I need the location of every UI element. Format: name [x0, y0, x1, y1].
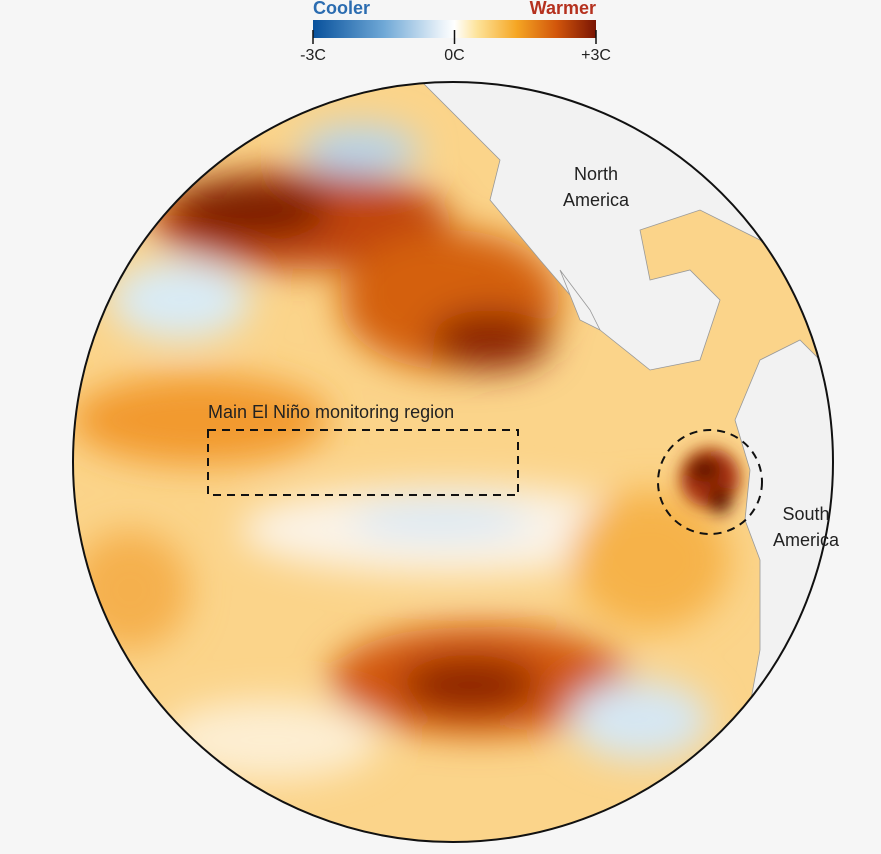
north-america-label: America	[563, 190, 630, 210]
land-baja	[559, 269, 601, 331]
south-america-label: South	[782, 504, 829, 524]
color-scale	[313, 20, 596, 38]
legend-high-label: Warmer	[530, 0, 596, 18]
legend-tick-label: 0C	[444, 47, 464, 64]
legend-tick-label: -3C	[300, 47, 326, 64]
globe	[73, 82, 833, 842]
coastal-warming-circle	[657, 429, 763, 535]
legend-tick-label: +3C	[581, 47, 611, 64]
globe-outline	[72, 81, 834, 843]
north-america-label: North	[574, 164, 618, 184]
monitoring-region-label: Main El Niño monitoring region	[208, 402, 454, 422]
monitoring-region-box	[207, 429, 519, 496]
south-america-label: America	[773, 530, 840, 550]
legend: Cooler Warmer -3C 0C +3C	[300, 0, 611, 64]
legend-low-label: Cooler	[313, 0, 370, 18]
